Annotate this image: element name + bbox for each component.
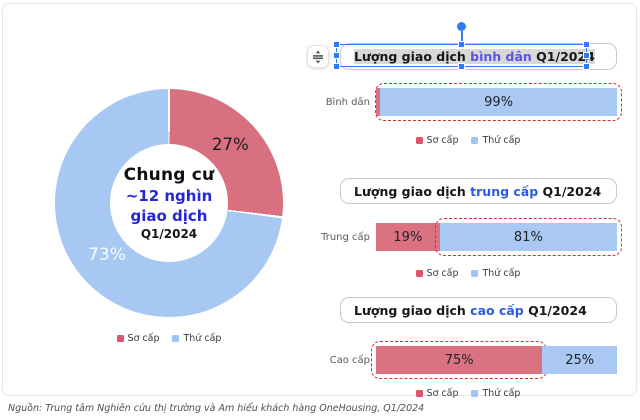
title-highlight: cao cấp xyxy=(470,302,524,318)
donut-chart[interactable]: 27% 73% Chung cư ~12 nghìn giao dịch Q1/… xyxy=(55,89,283,317)
legend-item-so-cap: Sơ cấp xyxy=(415,388,459,399)
so-cap-swatch-icon xyxy=(415,137,423,144)
resize-handle-top-right[interactable] xyxy=(583,41,590,48)
legend-item-so-cap: Sơ cấp xyxy=(415,135,459,146)
donut-center-volume-unit: giao dịch xyxy=(130,207,208,225)
bar-segment-thu-cap[interactable]: 25% xyxy=(542,346,617,374)
resize-handle-top-middle[interactable] xyxy=(458,41,465,48)
thu-cap-swatch-icon xyxy=(471,270,479,277)
bar-category-label: Bình dân xyxy=(325,96,370,108)
resize-handle-bottom-right[interactable] xyxy=(583,63,590,70)
resize-handle-middle-left[interactable] xyxy=(333,52,340,59)
bar-segment-thu-cap[interactable]: 81% xyxy=(434,218,622,256)
title-suffix: Q1/2024 xyxy=(538,183,602,199)
rotation-handle[interactable] xyxy=(457,22,466,31)
stacked-bar: 99% xyxy=(375,83,622,121)
legend-item-thu-cap: Thứ cấp xyxy=(172,333,221,344)
thu-cap-swatch-icon xyxy=(471,137,479,144)
title-prefix: Lượng giao dịch xyxy=(354,302,471,318)
title-prefix: Lượng giao dịch xyxy=(354,49,471,64)
thu-cap-swatch-icon xyxy=(172,335,180,342)
bar-category-label: Trung cấp xyxy=(321,231,370,243)
donut-center-text: Chung cư ~12 nghìn giao dịch Q1/2024 xyxy=(55,165,283,243)
segment-value-label: 25% xyxy=(565,352,595,368)
title-highlight: bình dân xyxy=(470,49,532,64)
infographic-card: 27% 73% Chung cư ~12 nghìn giao dịch Q1/… xyxy=(2,3,637,399)
donut-secondary-pct-label: 73% xyxy=(88,245,126,265)
segment-value-label: 75% xyxy=(444,352,474,368)
bar-segment-thu-cap[interactable]: 99% xyxy=(375,83,622,121)
title-highlight: trung cấp xyxy=(470,183,539,199)
legend-label: Thứ cấp xyxy=(183,333,222,344)
title-textbox-trung-cap[interactable]: Lượng giao dịch trung cấp Q1/2024 xyxy=(340,178,617,204)
title-suffix: Q1/2024 xyxy=(531,49,595,64)
legend-label: Sơ cấp xyxy=(127,333,160,344)
legend-item-so-cap: Sơ cấp xyxy=(415,268,459,279)
bar-row-binh-dan: Bình dân 99% xyxy=(319,83,622,121)
resize-handle-top-left[interactable] xyxy=(333,41,340,48)
title-textbox-cao-cap[interactable]: Lượng giao dịch cao cấp Q1/2024 xyxy=(340,297,617,323)
bar-segment-so-cap[interactable]: 19% xyxy=(376,223,440,251)
title-textbox-binh-dan[interactable]: Lượng giao dịch bình dân Q1/2024 xyxy=(340,43,617,70)
selected-title-text: Lượng giao dịch bình dân Q1/2024 xyxy=(354,49,595,64)
legend-label: Sơ cấp xyxy=(426,388,459,399)
legend-label: Sơ cấp xyxy=(426,135,459,146)
stacked-bar: 75% 25% xyxy=(371,341,617,379)
align-middle-icon xyxy=(313,50,323,63)
bar-legend: Sơ cấp Thứ cấp xyxy=(319,268,617,279)
segment-value-label: 81% xyxy=(513,229,543,245)
legend-label: Thứ cấp xyxy=(482,388,521,399)
bar-segment-so-cap[interactable] xyxy=(376,88,381,116)
resize-handle-bottom-left[interactable] xyxy=(333,63,340,70)
legend-item-thu-cap: Thứ cấp xyxy=(471,388,520,399)
legend-item-thu-cap: Thứ cấp xyxy=(471,268,520,279)
donut-primary-pct-label: 27% xyxy=(212,135,249,154)
drag-handle-button[interactable] xyxy=(307,45,329,68)
bar-legend: Sơ cấp Thứ cấp xyxy=(319,135,617,146)
bar-row-cao-cap: Cao cấp 75% 25% xyxy=(319,341,617,379)
so-cap-swatch-icon xyxy=(415,390,423,397)
donut-legend: Sơ cấp Thứ cấp xyxy=(55,333,283,344)
stacked-bar: 19% 81% xyxy=(376,218,622,256)
source-attribution: Nguồn: Trung tâm Nghiên cứu thị trường v… xyxy=(8,403,425,414)
donut-center-volume: ~12 nghìn xyxy=(125,187,213,205)
so-cap-swatch-icon xyxy=(116,335,124,342)
legend-label: Sơ cấp xyxy=(426,268,459,279)
segment-value-label: 99% xyxy=(484,94,514,110)
donut-hole xyxy=(110,144,228,262)
segment-value-label: 19% xyxy=(393,229,423,245)
resize-handle-bottom-middle[interactable] xyxy=(458,63,465,70)
title-suffix: Q1/2024 xyxy=(523,302,587,318)
legend-label: Thứ cấp xyxy=(482,268,521,279)
legend-item-so-cap: Sơ cấp xyxy=(116,333,160,344)
thu-cap-swatch-icon xyxy=(471,390,479,397)
bar-segment-so-cap[interactable]: 75% xyxy=(371,341,548,379)
title-prefix: Lượng giao dịch xyxy=(354,183,471,199)
bar-legend: Sơ cấp Thứ cấp xyxy=(319,388,617,399)
bar-category-label: Cao cấp xyxy=(329,354,370,366)
bar-row-trung-cap: Trung cấp 19% 81% xyxy=(319,218,622,256)
legend-label: Thứ cấp xyxy=(482,135,521,146)
legend-item-thu-cap: Thứ cấp xyxy=(471,135,520,146)
resize-handle-middle-right[interactable] xyxy=(583,52,590,59)
donut-center-period: Q1/2024 xyxy=(140,227,198,241)
donut-center-title: Chung cư xyxy=(123,165,215,185)
so-cap-swatch-icon xyxy=(415,270,423,277)
